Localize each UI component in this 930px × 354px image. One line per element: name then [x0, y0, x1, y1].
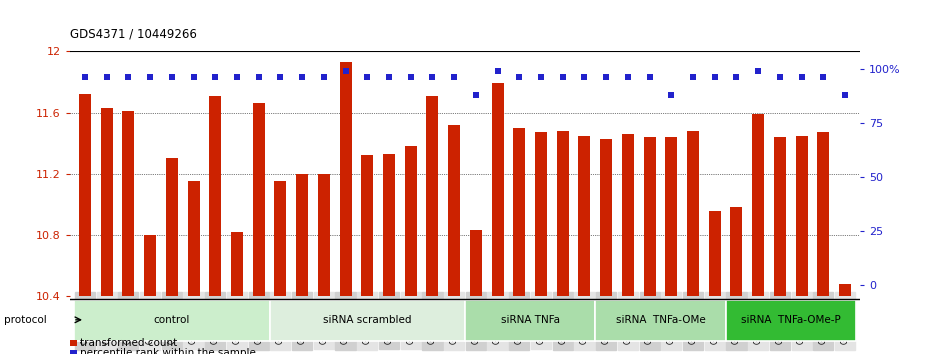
Point — [729, 74, 744, 80]
Bar — [752, 114, 764, 296]
Point — [642, 74, 657, 80]
FancyBboxPatch shape — [725, 299, 856, 341]
Point — [664, 92, 679, 97]
Bar — [730, 207, 742, 296]
Point — [838, 92, 853, 97]
Bar — [796, 136, 807, 296]
Bar — [405, 146, 417, 296]
Point — [100, 74, 114, 80]
Point — [685, 74, 700, 80]
Bar — [535, 132, 547, 296]
Bar — [427, 96, 438, 296]
FancyBboxPatch shape — [595, 299, 725, 341]
Point — [142, 74, 157, 80]
Point — [77, 74, 92, 80]
Bar — [644, 137, 656, 296]
Text: transformed count: transformed count — [80, 338, 178, 348]
Bar — [622, 134, 634, 296]
Text: protocol: protocol — [4, 315, 46, 325]
Text: siRNA  TNFa-OMe: siRNA TNFa-OMe — [616, 315, 705, 325]
Point — [708, 74, 723, 80]
Point — [773, 74, 788, 80]
Bar — [123, 111, 134, 296]
Bar — [600, 139, 612, 296]
Bar — [361, 155, 373, 296]
Point — [316, 74, 331, 80]
Bar — [817, 132, 830, 296]
Bar — [513, 128, 525, 296]
Bar — [578, 136, 591, 296]
Bar — [709, 211, 721, 296]
Bar — [231, 232, 243, 296]
Text: siRNA scrambled: siRNA scrambled — [323, 315, 411, 325]
Bar — [274, 182, 286, 296]
Bar — [253, 103, 265, 296]
Bar — [687, 131, 699, 296]
Bar — [470, 230, 482, 296]
Point — [469, 92, 484, 97]
Point — [165, 74, 179, 80]
Point — [295, 74, 310, 80]
Text: siRNA  TNFa-OMe-P: siRNA TNFa-OMe-P — [741, 315, 841, 325]
Bar — [296, 174, 308, 296]
Point — [599, 74, 614, 80]
Point — [512, 74, 526, 80]
Bar — [188, 182, 200, 296]
Point — [555, 74, 570, 80]
Point — [207, 74, 222, 80]
FancyBboxPatch shape — [74, 299, 270, 341]
Point — [404, 74, 418, 80]
Bar — [774, 137, 786, 296]
Point — [446, 74, 461, 80]
Bar — [100, 108, 113, 296]
Bar — [144, 235, 156, 296]
Point — [816, 74, 830, 80]
Bar — [79, 94, 91, 296]
FancyBboxPatch shape — [465, 299, 595, 341]
Point — [381, 74, 396, 80]
Point — [425, 74, 440, 80]
Point — [121, 74, 136, 80]
Text: control: control — [153, 315, 190, 325]
Bar — [557, 131, 569, 296]
Text: GDS4371 / 10449266: GDS4371 / 10449266 — [70, 28, 196, 41]
Point — [360, 74, 375, 80]
Bar — [665, 137, 677, 296]
Point — [751, 68, 765, 74]
Bar — [839, 284, 851, 296]
Point — [339, 68, 353, 74]
Bar — [339, 62, 352, 296]
Point — [273, 74, 288, 80]
Bar — [492, 84, 503, 296]
Bar — [209, 96, 221, 296]
Point — [794, 74, 809, 80]
Point — [490, 68, 505, 74]
Bar — [383, 154, 395, 296]
Text: percentile rank within the sample: percentile rank within the sample — [80, 348, 256, 354]
Point — [577, 74, 591, 80]
Bar — [448, 125, 460, 296]
Point — [251, 74, 266, 80]
Bar — [318, 174, 330, 296]
Text: siRNA TNFa: siRNA TNFa — [500, 315, 560, 325]
Point — [534, 74, 549, 80]
Bar — [166, 159, 178, 296]
Point — [230, 74, 245, 80]
Point — [186, 74, 201, 80]
Point — [620, 74, 635, 80]
FancyBboxPatch shape — [270, 299, 465, 341]
